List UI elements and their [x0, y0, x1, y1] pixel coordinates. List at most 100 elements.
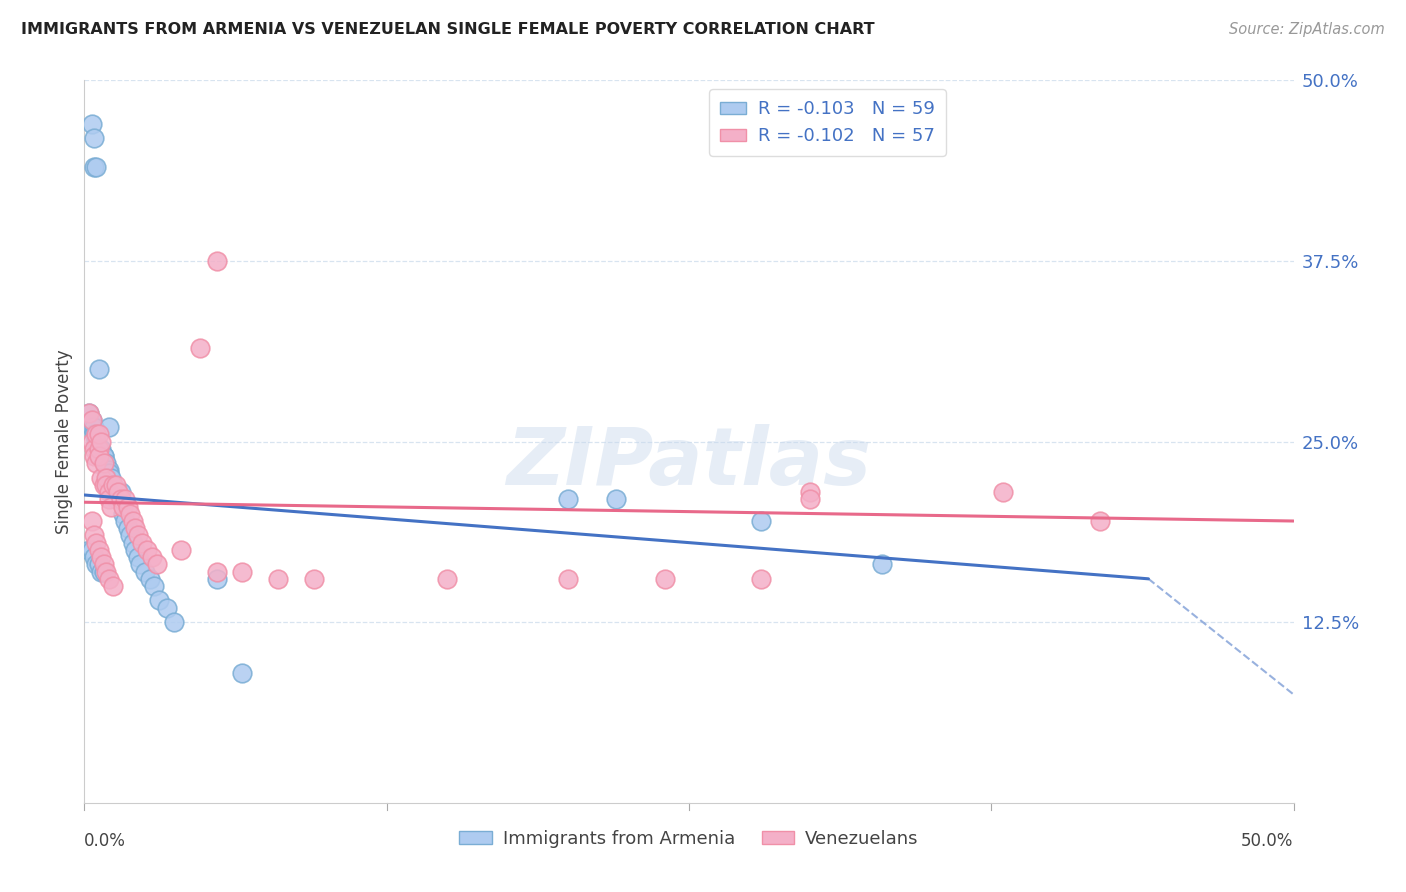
Point	[654, 572, 676, 586]
Point	[136, 542, 159, 557]
Point	[83, 427, 105, 442]
Point	[90, 565, 112, 579]
Point	[100, 470, 122, 484]
Point	[86, 434, 108, 449]
Point	[1088, 514, 1111, 528]
Point	[80, 514, 103, 528]
Text: IMMIGRANTS FROM ARMENIA VS VENEZUELAN SINGLE FEMALE POVERTY CORRELATION CHART: IMMIGRANTS FROM ARMENIA VS VENEZUELAN SI…	[21, 22, 875, 37]
Point	[80, 413, 103, 427]
Point	[94, 565, 117, 579]
Point	[104, 492, 127, 507]
Point	[148, 593, 170, 607]
Point	[302, 572, 325, 586]
Point	[86, 535, 108, 549]
Point	[86, 558, 108, 572]
Point	[104, 485, 127, 500]
Point	[94, 456, 117, 470]
Point	[207, 572, 229, 586]
Point	[751, 572, 773, 586]
Point	[97, 492, 120, 507]
Point	[799, 485, 821, 500]
Point	[121, 535, 143, 549]
Point	[83, 420, 105, 434]
Point	[267, 572, 290, 586]
Point	[124, 542, 146, 557]
Point	[103, 485, 125, 500]
Point	[100, 500, 122, 514]
Point	[86, 427, 108, 442]
Point	[86, 456, 108, 470]
Point	[231, 665, 253, 680]
Point	[112, 507, 135, 521]
Point	[605, 492, 627, 507]
Y-axis label: Single Female Poverty: Single Female Poverty	[55, 350, 73, 533]
Point	[86, 427, 108, 442]
Point	[110, 492, 132, 507]
Point	[751, 514, 773, 528]
Point	[94, 463, 117, 477]
Point	[207, 253, 229, 268]
Point	[207, 565, 229, 579]
Point	[93, 449, 115, 463]
Point	[90, 470, 112, 484]
Point	[83, 160, 105, 174]
Point	[127, 528, 149, 542]
Point	[97, 467, 120, 481]
Point	[134, 565, 156, 579]
Point	[93, 478, 115, 492]
Point	[80, 117, 103, 131]
Point	[83, 131, 105, 145]
Point	[97, 420, 120, 434]
Point	[107, 485, 129, 500]
Point	[138, 572, 160, 586]
Point	[94, 478, 117, 492]
Point	[87, 442, 110, 456]
Point	[131, 535, 153, 549]
Point	[231, 565, 253, 579]
Point	[120, 507, 142, 521]
Text: 50.0%: 50.0%	[1241, 831, 1294, 850]
Point	[97, 485, 120, 500]
Point	[110, 492, 132, 507]
Point	[87, 442, 110, 456]
Point	[86, 160, 108, 174]
Point	[87, 362, 110, 376]
Point	[107, 485, 129, 500]
Point	[87, 558, 110, 572]
Point	[129, 558, 152, 572]
Point	[120, 528, 142, 542]
Point	[90, 449, 112, 463]
Point	[993, 485, 1015, 500]
Text: 0.0%: 0.0%	[84, 831, 127, 850]
Point	[77, 406, 100, 420]
Point	[557, 492, 579, 507]
Point	[93, 449, 115, 463]
Text: ZIPatlas: ZIPatlas	[506, 425, 872, 502]
Point	[94, 470, 117, 484]
Point	[90, 550, 112, 565]
Point	[103, 478, 125, 492]
Point	[146, 558, 169, 572]
Point	[163, 615, 186, 630]
Point	[114, 492, 136, 507]
Point	[121, 514, 143, 528]
Point	[80, 542, 103, 557]
Point	[83, 449, 105, 463]
Point	[83, 442, 105, 456]
Point	[80, 413, 103, 427]
Point	[87, 427, 110, 442]
Point	[103, 478, 125, 492]
Point	[80, 420, 103, 434]
Point	[97, 463, 120, 477]
Point	[143, 579, 166, 593]
Point	[141, 550, 163, 565]
Point	[90, 442, 112, 456]
Point	[170, 542, 193, 557]
Point	[90, 434, 112, 449]
Point	[557, 572, 579, 586]
Point	[436, 572, 458, 586]
Point	[77, 406, 100, 420]
Point	[87, 449, 110, 463]
Point	[80, 434, 103, 449]
Point	[104, 478, 127, 492]
